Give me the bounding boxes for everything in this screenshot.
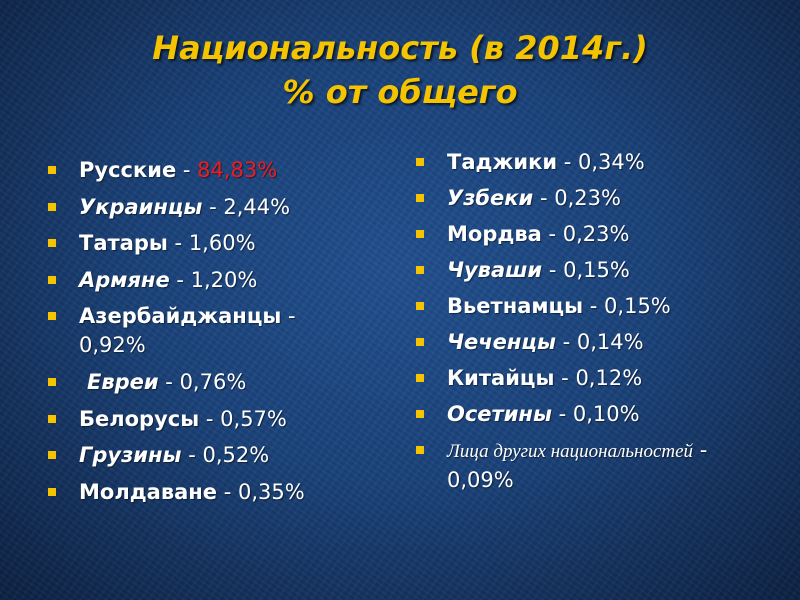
item-value: 0,35% [238, 479, 305, 504]
bullet-icon [48, 312, 56, 321]
item-name: Белорусы [79, 406, 200, 431]
bullet-icon [416, 302, 424, 310]
bullet-icon [48, 451, 56, 460]
item-value: 1,60% [188, 231, 256, 256]
item-name: Украинцы [79, 194, 203, 219]
list-item-moldovans: Молдаване - 0,35% [46, 478, 366, 507]
item-value: 0,15% [563, 258, 630, 282]
bullet-icon [416, 446, 424, 454]
item-separator: - [557, 150, 578, 174]
item-separator: - [541, 222, 563, 246]
item-value: 0,57% [220, 406, 287, 431]
item-value: 0,09% [447, 468, 514, 492]
item-name: Евреи [87, 369, 159, 394]
item-value: 2,44% [223, 194, 291, 219]
item-name: Китайцы [447, 366, 555, 390]
item-value: 0,15% [604, 294, 671, 318]
item-name: Чуваши [447, 258, 543, 282]
left-column: Русские - 84,83% Украинцы - 2,44% Татары… [46, 156, 366, 514]
nationality-list-left: Русские - 84,83% Украинцы - 2,44% Татары… [46, 156, 366, 507]
bullet-icon [416, 374, 424, 382]
list-item-armenians: Армяне - 1,20% [46, 266, 366, 295]
item-name: Грузины [79, 443, 182, 468]
item-separator: - [202, 194, 224, 219]
bullet-icon [48, 275, 56, 284]
list-item-chuvash: Чуваши - 0,15% [414, 256, 784, 285]
right-column: Таджики - 0,34% Узбеки - 0,23% Мордва - … [414, 148, 784, 502]
item-name: Вьетнамцы [447, 294, 584, 318]
item-separator: - [176, 158, 198, 182]
list-item-chechens: Чеченцы - 0,14% [414, 328, 784, 357]
list-item-vietnamese: Вьетнамцы - 0,15% [414, 292, 784, 321]
list-item-uzbeks: Узбеки - 0,23% [414, 184, 784, 213]
list-item-tajiks: Таджики - 0,34% [414, 148, 784, 177]
item-value: 1,20% [190, 267, 258, 292]
bullet-icon [416, 194, 424, 202]
list-item-other: Лица других национальностей - 0,09% [414, 436, 784, 495]
item-value: 0,92% [79, 333, 146, 358]
item-separator: - [281, 304, 296, 329]
item-separator: - [169, 267, 191, 292]
item-value: 0,23% [554, 186, 621, 210]
item-name: Татары [79, 231, 168, 256]
list-item-ossetians: Осетины - 0,10% [414, 400, 784, 429]
list-item-tatars: Татары - 1,60% [46, 229, 366, 258]
title-line-2: % от общего [282, 73, 518, 111]
item-value: 0,52% [202, 443, 270, 468]
item-name: Лица других национальностей [447, 441, 694, 462]
list-item-jews: Евреи - 0,76% [46, 368, 366, 397]
item-value: 0,76% [179, 369, 247, 394]
list-item-chinese: Китайцы - 0,12% [414, 364, 784, 393]
item-separator: - [551, 402, 573, 426]
bullet-icon [48, 166, 56, 174]
bullet-icon [48, 414, 56, 423]
item-name: Мордва [447, 222, 542, 246]
item-name: Армяне [79, 267, 170, 292]
bullet-icon [416, 158, 424, 166]
bullet-icon [48, 239, 56, 248]
item-name: Молдаване [79, 479, 218, 504]
item-separator: - [542, 258, 564, 282]
item-separator: - [583, 294, 605, 318]
list-item-belarusians: Белорусы - 0,57% [46, 405, 366, 434]
item-value: 0,10% [572, 402, 640, 426]
item-name: Узбеки [447, 186, 534, 210]
bullet-icon [48, 377, 56, 386]
bullet-icon [416, 338, 424, 346]
item-separator: - [199, 406, 221, 431]
item-name: Таджики [447, 150, 558, 174]
bullet-icon [48, 202, 56, 211]
bullet-icon [416, 230, 424, 238]
item-value: 84,83% [197, 158, 278, 182]
item-separator: - [555, 330, 577, 354]
item-name: Азербайджанцы [79, 304, 282, 329]
bullet-icon [416, 266, 424, 274]
item-separator: - [181, 443, 203, 468]
item-value: 0,34% [577, 150, 645, 174]
item-separator: - [167, 231, 189, 256]
item-name: Чеченцы [447, 330, 556, 354]
item-separator: - [217, 479, 238, 504]
nationality-list-right: Таджики - 0,34% Узбеки - 0,23% Мордва - … [414, 148, 784, 495]
item-value: 0,12% [575, 366, 643, 390]
slide-title: Национальность (в 2014г.) % от общего [0, 26, 800, 114]
item-name: Осетины [447, 402, 552, 426]
item-separator: - [554, 366, 576, 390]
bullet-icon [48, 487, 56, 496]
list-item-azerbaijanis: Азербайджанцы - 0,92% [46, 302, 366, 360]
list-item-mordva: Мордва - 0,23% [414, 220, 784, 249]
list-item-ukrainians: Украинцы - 2,44% [46, 193, 366, 222]
item-separator: - [693, 438, 708, 462]
bullet-icon [416, 410, 424, 418]
item-value: 0,14% [576, 330, 644, 354]
list-item-georgians: Грузины - 0,52% [46, 441, 366, 470]
item-name: Русские [79, 158, 177, 182]
list-item-russians: Русские - 84,83% [46, 156, 366, 185]
item-separator: - [533, 186, 555, 210]
title-line-1: Национальность (в 2014г.) [152, 29, 648, 67]
item-separator: - [158, 369, 180, 394]
item-value: 0,23% [562, 222, 630, 246]
